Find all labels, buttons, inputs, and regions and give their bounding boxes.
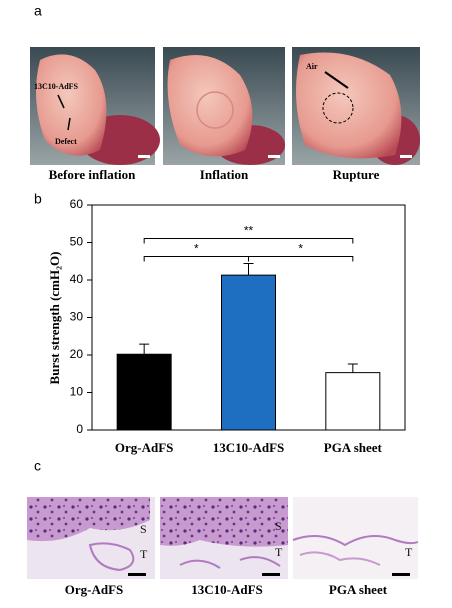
photo-caption: Inflation <box>200 167 249 182</box>
y-tick-label: 50 <box>70 235 84 249</box>
y-tick-label: 30 <box>70 310 84 324</box>
histology-image <box>27 497 155 579</box>
photo <box>163 47 285 165</box>
panel-label: c <box>34 458 41 474</box>
significance-bracket <box>143 256 249 262</box>
bar <box>325 372 381 431</box>
bar <box>116 353 172 431</box>
photo <box>292 47 420 165</box>
tissue-label: T <box>140 547 148 561</box>
histology-caption: Org-AdFS <box>65 582 124 597</box>
tissue-label: T <box>275 545 283 559</box>
photo-annotation: Defect <box>55 137 77 146</box>
tissue-label: S <box>140 522 147 536</box>
photo-caption: Before inflation <box>49 167 137 182</box>
histology-caption: PGA sheet <box>329 582 388 597</box>
photo-caption: Rupture <box>333 167 380 182</box>
bar <box>221 274 276 431</box>
y-tick-label: 20 <box>70 347 84 361</box>
photo-annotation: 13C10-AdFS <box>34 82 79 91</box>
tissue-label: T <box>405 545 413 559</box>
x-tick-label: Org-AdFS <box>115 440 174 455</box>
y-tick-label: 40 <box>70 272 84 286</box>
photo <box>30 47 160 165</box>
y-axis-label: Burst strength (cmH₂O) <box>47 252 62 385</box>
x-tick-label: 13C10-AdFS <box>213 440 285 455</box>
panel-label: a <box>34 3 42 19</box>
significance-label: ** <box>244 224 254 238</box>
x-tick-label: PGA sheet <box>324 440 383 455</box>
histology-image <box>160 497 288 579</box>
significance-bracket <box>143 238 354 244</box>
y-tick-label: 60 <box>70 197 84 211</box>
panel-label: b <box>34 191 42 207</box>
significance-label: * <box>298 242 303 256</box>
photo-annotation: Air <box>306 62 318 71</box>
tissue-label: S <box>275 519 282 533</box>
y-tick-label: 0 <box>76 422 83 436</box>
y-tick-label: 10 <box>70 385 84 399</box>
significance-bracket <box>248 256 354 262</box>
histology-image <box>292 497 419 579</box>
significance-label: * <box>194 242 199 256</box>
histology-caption: 13C10-AdFS <box>191 582 263 597</box>
